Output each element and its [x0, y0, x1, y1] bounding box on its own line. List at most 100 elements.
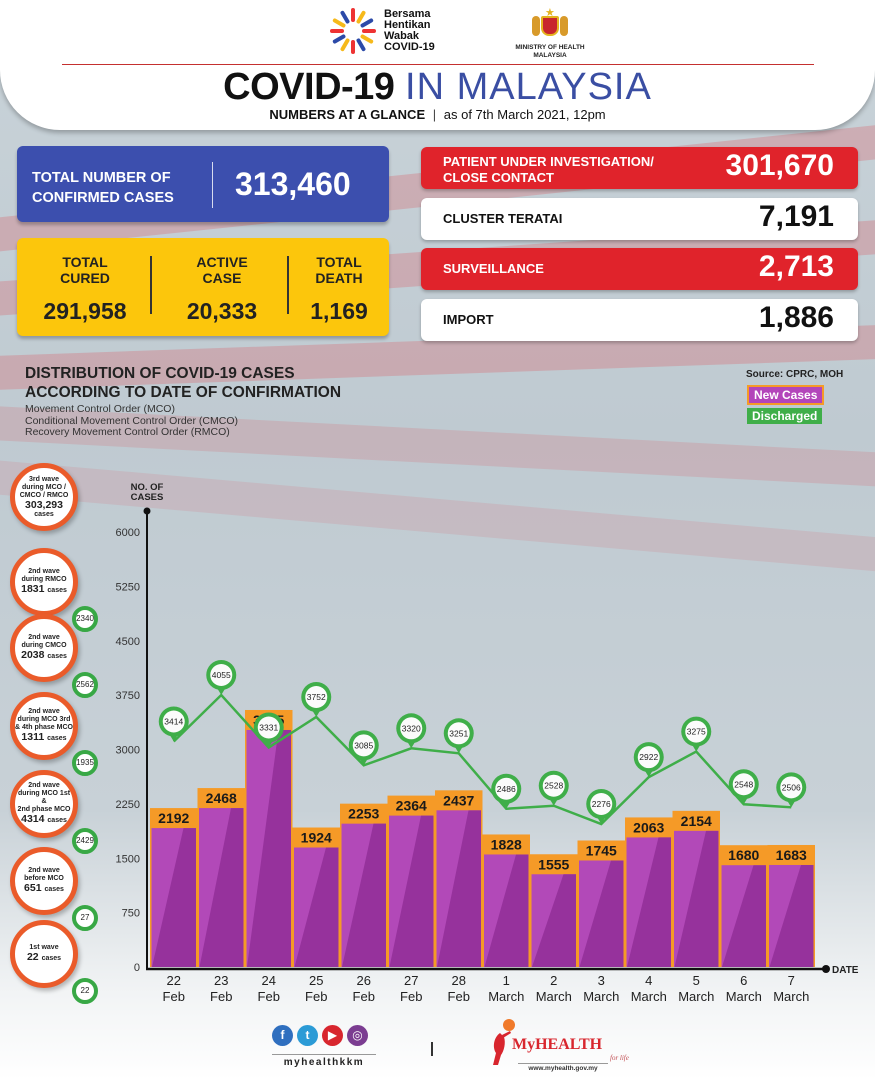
instagram-icon[interactable]: ◎ — [347, 1025, 368, 1046]
active-stat: ACTIVE CASE 20,333 — [157, 254, 287, 325]
bar-shade — [579, 860, 624, 967]
wave-label-line: 3rd wave — [29, 475, 59, 483]
campaign-line: COVID-19 — [384, 41, 435, 53]
x-tick-label-month: Feb — [400, 989, 422, 1004]
page-subtitle: NUMBERS AT A GLANCE | as of 7th March 20… — [0, 107, 875, 122]
discharged-value-label: 3275 — [687, 727, 706, 737]
x-tick-label-day: 28 — [452, 973, 466, 988]
confirmed-label-line: CONFIRMED CASES — [32, 190, 174, 206]
confirmed-label-line: TOTAL NUMBER OF — [32, 170, 171, 186]
myhealth-url[interactable]: www.myhealth.gov.my — [518, 1063, 608, 1072]
ministry-logo: ★ MINISTRY OF HEALTH MALAYSIA — [500, 6, 600, 60]
wave-cases-suffix: cases — [47, 587, 67, 594]
wave-label-line: during CMCO — [21, 642, 67, 649]
brand-health: HEALTH — [535, 1036, 603, 1053]
discharged-line — [172, 693, 792, 826]
wave-cases-value: 2038 — [21, 649, 45, 661]
bar-shade — [342, 823, 386, 967]
myhealth-brand: MyHEALTH — [512, 1036, 602, 1054]
bar-shade — [247, 729, 291, 967]
bar-shade — [152, 828, 196, 967]
wave-label-line: 2nd wave — [28, 708, 60, 715]
discharged-value-label: 3320 — [402, 723, 421, 733]
discharged-marker-inner — [590, 792, 613, 815]
death-stat: TOTAL DEATH 1,169 — [293, 254, 385, 325]
x-axis-title: DATE — [832, 965, 859, 976]
discharged-marker-inner — [495, 777, 518, 800]
wave-label-line: during MCO 3rd — [17, 716, 71, 723]
legend-new-cases: New Cases — [747, 385, 825, 405]
discharged-value-label: 3752 — [307, 692, 326, 702]
category-value: 301,670 — [725, 149, 834, 182]
wave-cases-suffix: cases — [41, 955, 62, 962]
wave-label-line: before MCO — [24, 875, 64, 882]
subtitle-separator: | — [432, 107, 437, 122]
twitter-icon[interactable]: t — [297, 1025, 318, 1046]
category-label: SURVEILLANCE — [443, 261, 544, 276]
wave-label-line: 1st wave — [29, 944, 59, 951]
legend-discharged: Discharged — [747, 408, 823, 424]
youtube-icon[interactable]: ▶ — [322, 1025, 343, 1046]
wave-cases-value: 1311 — [21, 731, 45, 743]
x-tick-label-month: Feb — [305, 989, 327, 1004]
x-tick-label-day: 24 — [262, 973, 276, 988]
bar-shade — [769, 864, 814, 967]
campaign-logo: Bersama Hentikan Wabak COVID-19 — [328, 6, 435, 56]
wave-cases-suffix-line: cases — [15, 511, 73, 519]
bar-value-label: 2437 — [443, 792, 474, 808]
discharged-marker-inner — [447, 722, 470, 745]
stat-divider — [150, 256, 152, 314]
wave-cases: 22 cases — [15, 952, 73, 964]
bar-value-label: 1555 — [538, 856, 569, 872]
x-tick-label-day: 5 — [693, 973, 700, 988]
note-cmco: Conditional Movement Control Order (CMCO… — [25, 414, 238, 427]
wave-circle: 2nd wave before MCO 651 cases — [10, 847, 78, 915]
ministry-country: MALAYSIA — [533, 52, 567, 59]
bar-shade — [294, 847, 339, 967]
x-tick-label-month: March — [488, 989, 524, 1004]
wave-cases: 651 cases — [15, 883, 73, 895]
stat-divider — [287, 256, 289, 314]
category-value: 1,886 — [758, 301, 834, 334]
wave-label-line: during MCO / — [22, 483, 66, 491]
bar-value-label: 1924 — [301, 830, 332, 846]
brand-tagline: for life — [610, 1054, 629, 1062]
x-tick-label-month: March — [726, 989, 762, 1004]
x-tick-label-day: 22 — [167, 973, 181, 988]
wave-discharged-badge: 2429 — [72, 828, 98, 854]
confirmed-value: 313,460 — [235, 166, 351, 202]
discharged-marker-inner — [257, 716, 280, 739]
x-tick-label-month: Feb — [163, 989, 185, 1004]
category-label-line: PATIENT UNDER INVESTIGATION/ — [443, 154, 654, 169]
distribution-title-line: ACCORDING TO DATE OF CONFIRMATION — [25, 384, 342, 401]
x-tick-label-day: 2 — [550, 973, 557, 988]
social-handle: myhealthkkm — [272, 1054, 376, 1068]
discharged-marker-inner — [732, 773, 755, 796]
bar-shade — [627, 837, 671, 967]
wave-cases-value: 1831 — [21, 583, 45, 595]
category-card-close-contact: PATIENT UNDER INVESTIGATION/ CLOSE CONTA… — [421, 147, 858, 189]
discharged-marker-inner — [162, 710, 185, 733]
category-label-line: CLOSE CONTACT — [443, 170, 554, 185]
wave-cases: 4314 cases — [15, 814, 73, 826]
bar-value-label: 1680 — [728, 847, 759, 863]
wave-label-line: & 4th phase MCO — [15, 724, 73, 731]
bar-shade — [674, 830, 719, 967]
subtitle-bold: NUMBERS AT A GLANCE — [269, 107, 426, 122]
x-tick-label-month: Feb — [258, 989, 280, 1004]
discharged-value-label: 3251 — [449, 728, 468, 738]
as-of-date: as of 7th March 2021, 12pm — [443, 107, 606, 122]
wave-cases-suffix: cases — [47, 817, 67, 824]
facebook-icon[interactable]: f — [272, 1025, 293, 1046]
page-title: COVID-19 IN MALAYSIA — [0, 68, 875, 106]
source-note: Source: CPRC, MOH — [746, 369, 844, 380]
header-divider — [62, 64, 814, 65]
outcome-summary-card: TOTAL CURED 291,958 ACTIVE CASE 20,333 T… — [17, 238, 389, 336]
title-bold: COVID-19 — [223, 66, 395, 108]
wave-circle: 2nd wave during MCO 1st & 2nd phase MCO 431… — [10, 770, 78, 838]
category-value: 7,191 — [758, 200, 834, 233]
confirmed-label: TOTAL NUMBER OF CONFIRMED CASES — [32, 168, 174, 208]
x-tick-label-day: 1 — [503, 973, 510, 988]
x-tick-label-month: March — [631, 989, 667, 1004]
x-tick-label-day: 3 — [598, 973, 605, 988]
